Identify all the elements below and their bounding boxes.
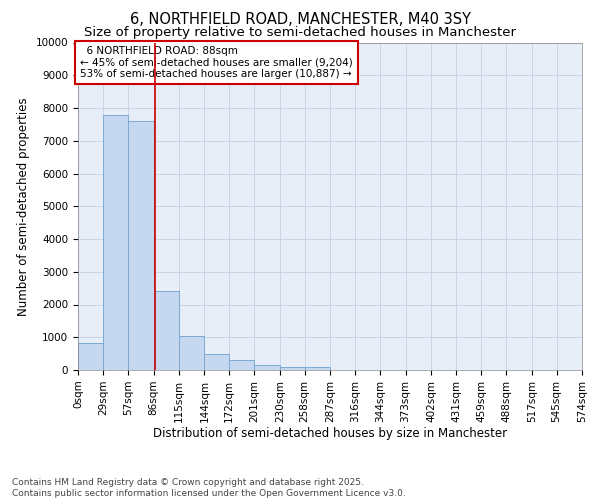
Text: 6, NORTHFIELD ROAD, MANCHESTER, M40 3SY: 6, NORTHFIELD ROAD, MANCHESTER, M40 3SY bbox=[130, 12, 470, 28]
Bar bbox=[179, 336, 205, 370]
Bar bbox=[78, 343, 103, 370]
Bar bbox=[128, 121, 154, 370]
Text: 6 NORTHFIELD ROAD: 88sqm  
← 45% of semi-detached houses are smaller (9,204)
53%: 6 NORTHFIELD ROAD: 88sqm ← 45% of semi-d… bbox=[80, 46, 353, 79]
Bar bbox=[154, 292, 179, 370]
Bar bbox=[205, 354, 229, 370]
Bar bbox=[103, 114, 128, 370]
Text: Contains HM Land Registry data © Crown copyright and database right 2025.
Contai: Contains HM Land Registry data © Crown c… bbox=[12, 478, 406, 498]
Text: Size of property relative to semi-detached houses in Manchester: Size of property relative to semi-detach… bbox=[84, 26, 516, 39]
Bar bbox=[229, 360, 254, 370]
Bar bbox=[305, 366, 330, 370]
Bar bbox=[280, 368, 305, 370]
Y-axis label: Number of semi-detached properties: Number of semi-detached properties bbox=[17, 97, 30, 316]
X-axis label: Distribution of semi-detached houses by size in Manchester: Distribution of semi-detached houses by … bbox=[153, 428, 507, 440]
Bar bbox=[254, 366, 280, 370]
